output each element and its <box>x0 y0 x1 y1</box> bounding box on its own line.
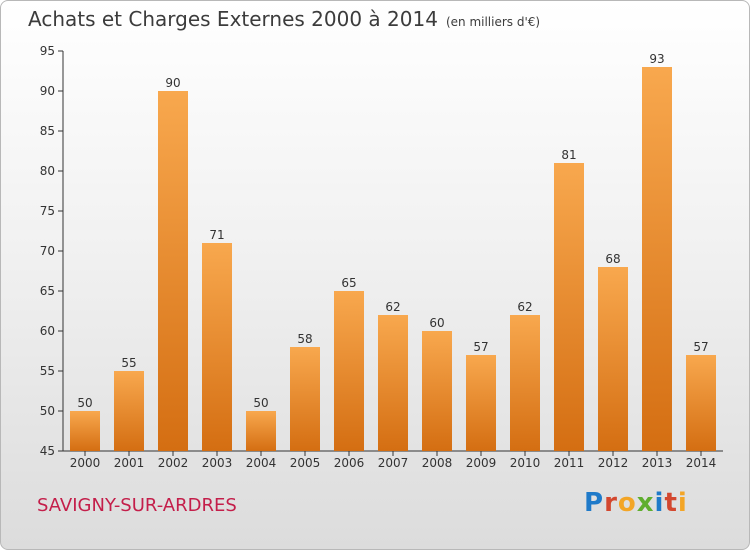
x-tick-label: 2011 <box>554 456 585 470</box>
logo-letter: P <box>584 488 605 518</box>
x-tick-label: 2014 <box>686 456 717 470</box>
x-tick-label: 2000 <box>70 456 101 470</box>
logo-letter: o <box>617 488 637 518</box>
logo-letter: t <box>664 488 678 518</box>
value-label: 71 <box>209 228 224 242</box>
bar-2001 <box>114 371 144 451</box>
y-tick-label: 45 <box>40 444 55 458</box>
proxiti-logo[interactable]: Proxiti <box>584 488 688 518</box>
bar-2008 <box>422 331 452 451</box>
bar-2009 <box>466 355 496 451</box>
bar-2006 <box>334 291 364 451</box>
x-tick-label: 2012 <box>598 456 629 470</box>
y-tick-label: 85 <box>40 124 55 138</box>
y-tick-label: 90 <box>40 84 55 98</box>
logo-letter: i <box>654 488 665 518</box>
axes: 45 50 55 60 65 70 75 80 85 90 95 2000 2001 2002 2003 20… <box>40 44 723 470</box>
value-label: 93 <box>649 52 664 66</box>
logo-letter: x <box>636 488 655 518</box>
value-label: 50 <box>77 396 92 410</box>
x-tick-label: 2004 <box>246 456 277 470</box>
logo-letter: r <box>604 488 618 518</box>
y-tick-label: 55 <box>40 364 55 378</box>
x-tick-label: 2005 <box>290 456 321 470</box>
bar-2010 <box>510 315 540 451</box>
value-label: 68 <box>605 252 620 266</box>
unit-note: (en milliers d'€) <box>445 15 541 29</box>
y-tick-label: 60 <box>40 324 55 338</box>
bar-2007 <box>378 315 408 451</box>
bars-group <box>70 67 716 451</box>
value-label: 81 <box>561 148 576 162</box>
x-tick-label: 2001 <box>114 456 145 470</box>
x-tick-label: 2013 <box>642 456 673 470</box>
x-tick-label: 2003 <box>202 456 233 470</box>
y-tick-label: 95 <box>40 44 55 58</box>
value-label: 57 <box>473 340 488 354</box>
bar-2011 <box>554 163 584 451</box>
logo-letter: i <box>677 488 688 518</box>
x-tick-label: 2008 <box>422 456 453 470</box>
x-tick-label: 2007 <box>378 456 409 470</box>
bar-2004 <box>246 411 276 451</box>
bar-2003 <box>202 243 232 451</box>
y-tick-label: 70 <box>40 244 55 258</box>
bar-2002 <box>158 91 188 451</box>
value-label: 50 <box>253 396 268 410</box>
bar-2014 <box>686 355 716 451</box>
value-label: 60 <box>429 316 444 330</box>
x-tick-label: 2010 <box>510 456 541 470</box>
value-label: 55 <box>121 356 136 370</box>
bar-2000 <box>70 411 100 451</box>
bar-2013 <box>642 67 672 451</box>
value-label: 58 <box>297 332 312 346</box>
bar-2012 <box>598 267 628 451</box>
title-text: Achats et Charges Externes 2000 à 2014 <box>28 7 438 31</box>
y-tick-label: 50 <box>40 404 55 418</box>
value-label: 62 <box>517 300 532 314</box>
value-label: 90 <box>165 76 180 90</box>
value-label: 57 <box>693 340 708 354</box>
y-tick-label: 80 <box>40 164 55 178</box>
value-labels-group: 50 55 90 71 50 58 65 62 60 57 62 81 68 93 57 <box>77 52 708 410</box>
y-tick-label: 65 <box>40 284 55 298</box>
x-tick-label: 2009 <box>466 456 497 470</box>
y-tick-label: 75 <box>40 204 55 218</box>
x-tick-label: 2006 <box>334 456 365 470</box>
place-name: SAVIGNY-SUR-ARDRES <box>37 495 237 516</box>
chart-title: Achats et Charges Externes 2000 à 2014 (e… <box>28 7 540 31</box>
bar-2005 <box>290 347 320 451</box>
value-label: 65 <box>341 276 356 290</box>
value-label: 62 <box>385 300 400 314</box>
x-tick-label: 2002 <box>158 456 189 470</box>
